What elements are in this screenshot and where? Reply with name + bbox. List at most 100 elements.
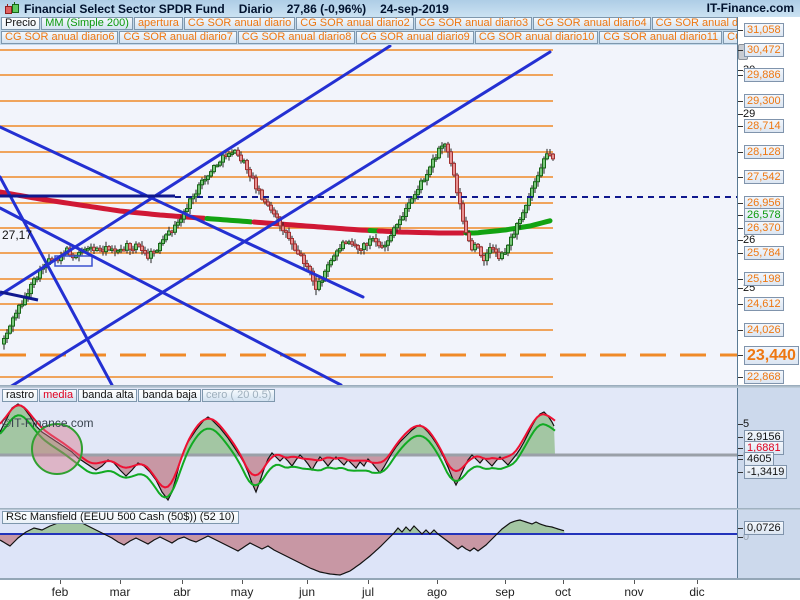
oscillator-legend: rastro media banda alta banda baja cero ( 20…: [2, 389, 276, 402]
oscillator-media-line[interactable]: [0, 404, 556, 489]
axis-tick-mark: [738, 30, 743, 31]
indicator-button-cg-sor-anual-diario10[interactable]: CG SOR anual diario10: [474, 31, 599, 44]
candlestick-icon: [4, 2, 19, 15]
month-tick: [634, 580, 635, 584]
axis-tick-mark: [738, 424, 743, 425]
month-label-sep: sep: [495, 585, 515, 599]
indicator-button-cg-sor-anual-diario6[interactable]: CG SOR anual diario6: [1, 31, 119, 44]
oscillator-legend-button-banda-alta[interactable]: banda alta: [78, 389, 138, 402]
mansfield-axis[interactable]: 0 0,0726: [737, 510, 800, 578]
axis-tick-mark: [738, 455, 743, 456]
axis-tick-mark: [738, 50, 743, 51]
price-chart-canvas[interactable]: [0, 45, 737, 385]
trend-line[interactable]: [0, 45, 392, 297]
last-quote: 27,86 (-0,96%): [286, 1, 367, 16]
month-label-abr: abr: [173, 585, 191, 599]
axis-value-label: 25,784: [744, 246, 784, 260]
axis-value-label: 1,6881: [744, 441, 784, 455]
trend-line[interactable]: [0, 206, 343, 385]
axis-value-label: 26,578: [744, 208, 784, 222]
month-label-jul: jul: [361, 585, 375, 599]
panel-separator-2[interactable]: [0, 508, 800, 510]
axis-tick-mark: [738, 114, 743, 115]
candlestick-series[interactable]: [2, 141, 555, 350]
indicator-button-cg-sor-anual-diario4[interactable]: CG SOR anual diario4: [533, 17, 651, 30]
axis-tick-mark: [738, 377, 743, 378]
oscillator-legend-button-media[interactable]: media: [39, 389, 78, 402]
axis-tick-mark: [738, 240, 743, 241]
month-tick: [368, 580, 369, 584]
axis-tick-mark: [738, 253, 743, 254]
main-price-chart[interactable]: 27,17 ©IT-Finance.com: [0, 45, 737, 430]
axis-value-label: 0,0726: [744, 521, 784, 535]
month-label-jun: jun: [298, 585, 316, 599]
month-tick: [437, 580, 438, 584]
trend-line[interactable]: [0, 175, 114, 385]
mm200-segment-green[interactable]: [463, 218, 553, 236]
timeframe-label: Diario: [238, 1, 273, 16]
mansfield-line[interactable]: [0, 519, 565, 576]
axis-value-label: 27,542: [744, 170, 784, 184]
indicator-button-cg-sor-anual-diario8[interactable]: CG SOR anual diario8: [237, 31, 356, 44]
axis-value-label: 25,198: [744, 272, 784, 286]
indicator-button-cg-sor-anual-diario3[interactable]: CG SOR anual diario3: [414, 17, 533, 30]
indicator-button-cg-sor-anual[interactable]: CG SOR anual: [723, 31, 738, 44]
panel-separator-1[interactable]: [0, 385, 800, 388]
axis-value-label: -1,3419: [744, 465, 788, 479]
axis-tick-mark: [738, 304, 743, 305]
mm200-segment-red[interactable]: [376, 228, 466, 236]
indicator-button-mm-simple-200[interactable]: MM (Simple 200): [41, 17, 133, 30]
month-label-mar: mar: [109, 585, 131, 599]
indicator-button-cg-sor-anual-diario5[interactable]: CG SOR anual diario5: [651, 17, 738, 30]
axis-value-label: 23,440: [744, 346, 799, 365]
price-axis[interactable]: 3029262531,05830,47229,88629,30028,71428…: [737, 17, 800, 385]
trend-line[interactable]: [10, 50, 552, 385]
mansfield-legend-button-rsc-mansfield-eeuu-500-cash-50-52-10[interactable]: RSc Mansfield (EEUU 500 Cash (50$)) (52 …: [2, 511, 239, 524]
time-axis[interactable]: feb mar abr may jun jul ago sep oct nov dic: [0, 578, 800, 600]
oscillator-band-line[interactable]: [0, 414, 556, 499]
axis-value-label: 28,714: [744, 119, 784, 133]
mansfield-panel[interactable]: RSc Mansfield (EEUU 500 Cash (50$)) (52 …: [0, 510, 737, 578]
navy-line-segment[interactable]: [0, 290, 39, 302]
axis-value-label: 24,612: [744, 297, 784, 311]
oscillator-canvas[interactable]: [0, 388, 737, 508]
axis-tick-mark: [738, 355, 743, 356]
oscillator-raw-line[interactable]: [0, 403, 555, 502]
indicator-button-cg-sor-anual-diario2[interactable]: CG SOR anual diario2: [296, 17, 414, 30]
month-label-nov: nov: [624, 585, 644, 599]
indicator-button-precio[interactable]: Precio: [1, 17, 41, 30]
month-tick: [120, 580, 121, 584]
axis-value-label: 29,300: [744, 94, 784, 108]
axis-tick-mark: [738, 459, 743, 460]
indicator-button-cg-sor-anual-diario7[interactable]: CG SOR anual diario7: [119, 31, 237, 44]
axis-tick-mark: [738, 215, 743, 216]
axis-value-label: 24,026: [744, 323, 784, 337]
axis-value-label: 4605: [744, 452, 775, 466]
trend-line[interactable]: [0, 125, 365, 299]
mm200-segment-green[interactable]: [204, 216, 254, 225]
oscillator-panel[interactable]: rastro media banda alta banda baja cero ( 20…: [0, 388, 737, 508]
month-tick: [307, 580, 308, 584]
axis-tick-mark: [738, 528, 743, 529]
axis-tick-label: 26: [743, 234, 756, 246]
mansfield-positive-fill: [0, 520, 565, 534]
indicator-button-cg-sor-anual-diario[interactable]: CG SOR anual diario: [183, 17, 296, 30]
month-tick: [182, 580, 183, 584]
axis-value-label: 22,868: [744, 370, 784, 384]
indicator-button-apertura[interactable]: apertura: [133, 17, 183, 30]
axis-tick-mark: [738, 448, 743, 449]
mansfield-canvas[interactable]: [0, 510, 737, 578]
oscillator-legend-button-cero-20-0-5[interactable]: cero ( 20 0.5): [201, 389, 276, 402]
mm200-segment-red[interactable]: [0, 189, 207, 221]
indicator-button-cg-sor-anual-diario9[interactable]: CG SOR anual diario9: [356, 31, 474, 44]
oscillator-legend-button-banda-baja[interactable]: banda baja: [138, 389, 201, 402]
month-tick: [505, 580, 506, 584]
circle-annotation[interactable]: [31, 423, 83, 475]
indicator-button-cg-sor-anual-diario11[interactable]: CG SOR anual diario11: [599, 31, 723, 44]
oscillator-legend-button-rastro[interactable]: rastro: [2, 389, 39, 402]
axis-tick-mark: [738, 228, 743, 229]
instrument-title: Financial Select Sector SPDR Fund: [24, 1, 225, 16]
axis-value-label: 28,128: [744, 145, 784, 159]
month-label-dic: dic: [689, 585, 705, 599]
